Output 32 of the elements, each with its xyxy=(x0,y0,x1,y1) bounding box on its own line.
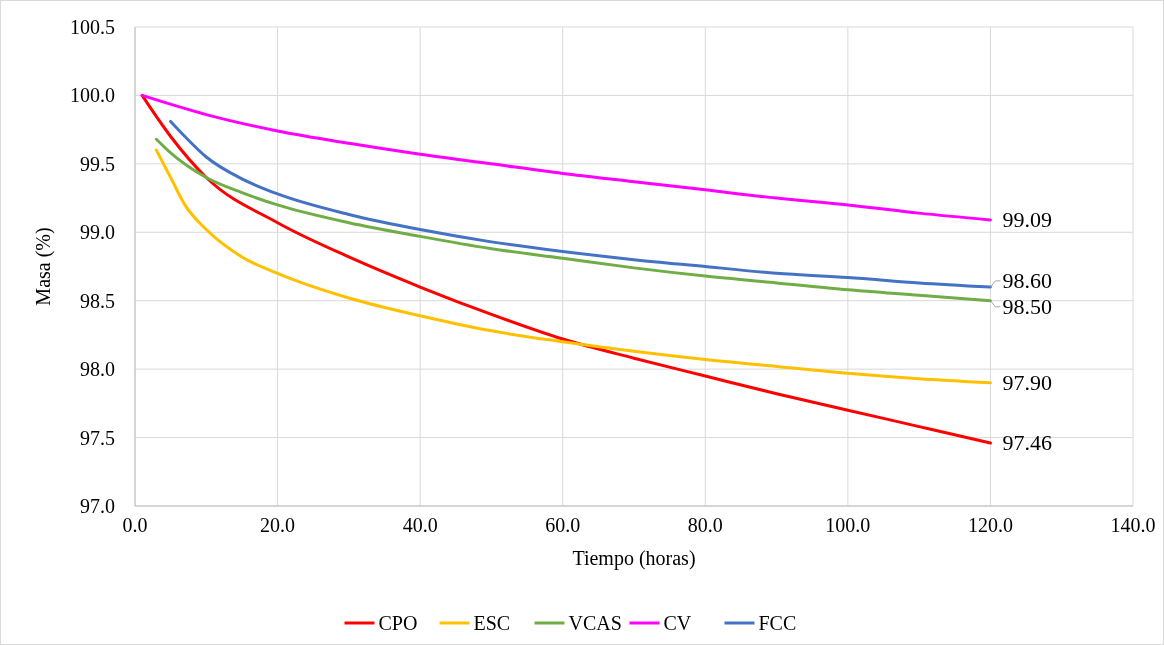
line-series xyxy=(169,119,992,289)
x-tick-label: 100.0 xyxy=(825,514,871,536)
y-tick-label: 98.5 xyxy=(80,289,115,312)
data-label: 99.09 xyxy=(1002,206,1052,232)
x-tick-label: 140.0 xyxy=(1110,514,1156,536)
y-tick-label: 100.0 xyxy=(70,84,115,107)
line-series xyxy=(140,93,992,222)
y-axis-title: Masa (%) xyxy=(32,227,55,306)
data-label: 98.50 xyxy=(1002,293,1052,319)
y-tick-label: 99.5 xyxy=(80,152,115,175)
line-series xyxy=(154,148,992,385)
x-tick-label: 120.0 xyxy=(967,514,1013,536)
data-label: 97.90 xyxy=(1002,369,1052,395)
data-label: 98.60 xyxy=(1002,267,1052,293)
legend-label: FCC xyxy=(758,612,797,634)
y-tick-label: 97.0 xyxy=(80,495,115,517)
legend-label: CPO xyxy=(378,612,418,634)
y-tick-label: 98.0 xyxy=(80,358,115,381)
line-series xyxy=(154,137,992,303)
y-tick-label: 99.0 xyxy=(80,221,115,244)
legend-label: ESC xyxy=(473,612,511,634)
x-tick-label: 60.0 xyxy=(545,514,581,536)
x-tick-label: 80.0 xyxy=(687,514,723,536)
x-tick-label: 40.0 xyxy=(402,514,438,536)
x-tick-label: 0.0 xyxy=(122,514,148,536)
x-tick-label: 20.0 xyxy=(260,514,296,536)
y-tick-label: 100.5 xyxy=(70,16,115,38)
x-axis-title: Tiempo (horas) xyxy=(572,547,696,570)
legend-label: CV xyxy=(663,612,692,634)
legend-label: VCAS xyxy=(568,612,622,634)
y-tick-label: 97.5 xyxy=(80,426,115,449)
data-label: 97.46 xyxy=(1002,430,1052,456)
